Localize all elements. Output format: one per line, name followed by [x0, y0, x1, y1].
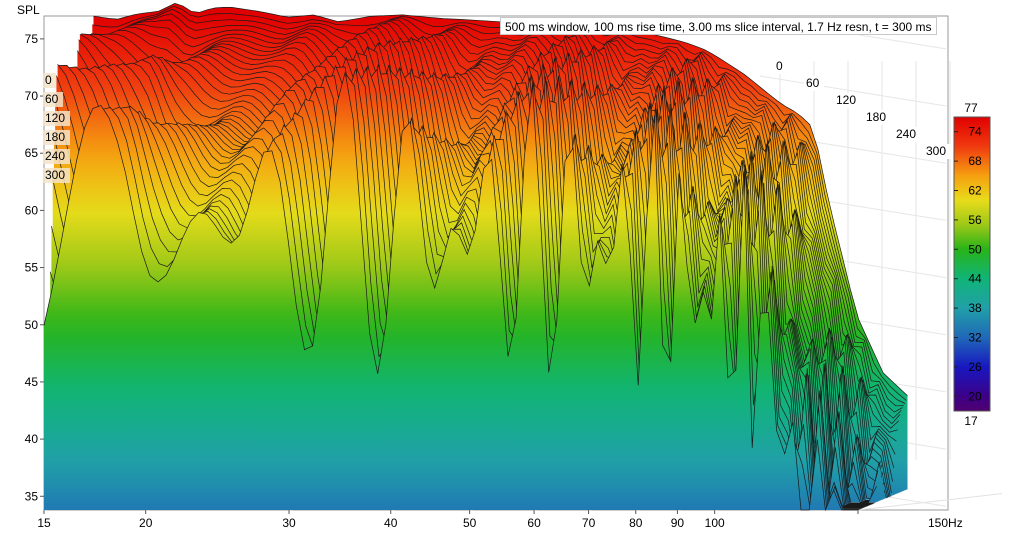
left-time-label: 300 — [45, 168, 65, 182]
x-tick-label: 50 — [463, 516, 477, 530]
x-tick-label: 30 — [282, 516, 296, 530]
waterfall-slice-fill — [44, 72, 858, 511]
x-tick-label: 150Hz — [928, 516, 963, 530]
left-time-box — [43, 130, 70, 145]
colorscale-max-label: 77 — [964, 101, 978, 115]
time-tick-box — [774, 59, 787, 74]
colorscale-tick-label: 50 — [968, 242, 982, 256]
waterfall-slice — [90, 9, 906, 404]
left-time-label: 180 — [45, 130, 65, 144]
x-tick-label: 40 — [384, 516, 398, 530]
colorscale-bar — [953, 116, 991, 412]
time-tick-label: 0 — [776, 59, 783, 73]
left-time-box — [43, 168, 70, 183]
waterfall-slice — [87, 23, 902, 419]
colorscale-tick-label: 38 — [968, 301, 982, 315]
left-time-label: 120 — [45, 111, 65, 125]
waterfall-slice — [88, 19, 903, 413]
x-tick-label: 70 — [582, 516, 596, 530]
x-tick-label: 90 — [671, 516, 685, 530]
y-tick-label: 45 — [25, 375, 39, 389]
waterfall-slice — [92, 5, 907, 401]
waterfall-slice — [89, 13, 904, 407]
colorscale-tick-label: 44 — [968, 272, 982, 286]
x-tick-label: 100 — [705, 516, 725, 530]
colorscale-tick-label: 68 — [968, 154, 982, 168]
colorscale-tick-label: 74 — [968, 125, 982, 139]
y-tick-label: 60 — [25, 203, 39, 217]
left-time-box — [43, 73, 56, 88]
left-time-label: 60 — [45, 92, 59, 106]
left-time-box — [43, 92, 63, 107]
time-tick-label: 180 — [866, 110, 886, 124]
info-text: 500 ms window, 100 ms rise time, 3.00 ms… — [500, 17, 937, 35]
colorscale-tick-label: 62 — [968, 184, 982, 198]
x-tick-label: 60 — [527, 516, 541, 530]
time-tick-label: 240 — [896, 127, 916, 141]
x-tick-label: 80 — [629, 516, 643, 530]
time-tick-box — [924, 144, 951, 159]
waterfall-slice — [43, 72, 858, 512]
left-time-label: 240 — [45, 149, 65, 163]
time-tick-box — [804, 76, 824, 91]
waterfall-slice — [83, 28, 898, 433]
y-tick-label: 50 — [25, 318, 39, 332]
y-tick-label: 55 — [25, 261, 39, 275]
y-tick-label: 65 — [25, 146, 39, 160]
time-tick-label: 120 — [836, 93, 856, 107]
colorscale-tick-label: 26 — [968, 360, 982, 374]
colorscale-min-label: 17 — [964, 414, 978, 428]
wall-grid-line — [759, 75, 947, 107]
left-time-box — [43, 111, 70, 126]
left-time-box — [43, 149, 70, 164]
waterfall-slice — [84, 27, 900, 429]
time-tick-box — [864, 110, 891, 125]
y-tick-label: 75 — [25, 32, 39, 46]
y-tick-label: 35 — [25, 489, 39, 503]
colorscale-tick-label: 32 — [968, 331, 982, 345]
y-axis-label: SPL — [17, 3, 40, 17]
colorscale-tick-label: 20 — [968, 389, 982, 403]
left-time-label: 0 — [45, 73, 52, 87]
colorscale-tick-label: 56 — [968, 213, 982, 227]
y-tick-label: 70 — [25, 89, 39, 103]
floor-grid-line — [857, 493, 1003, 511]
y-tick-label: 40 — [25, 432, 39, 446]
time-tick-box — [894, 127, 921, 142]
x-tick-label: 15 — [37, 516, 51, 530]
time-tick-box — [834, 93, 861, 108]
x-tick-label: 20 — [139, 516, 153, 530]
time-tick-label: 300 — [926, 144, 946, 158]
time-tick-label: 60 — [806, 76, 820, 90]
waterfall-slice — [85, 24, 901, 425]
